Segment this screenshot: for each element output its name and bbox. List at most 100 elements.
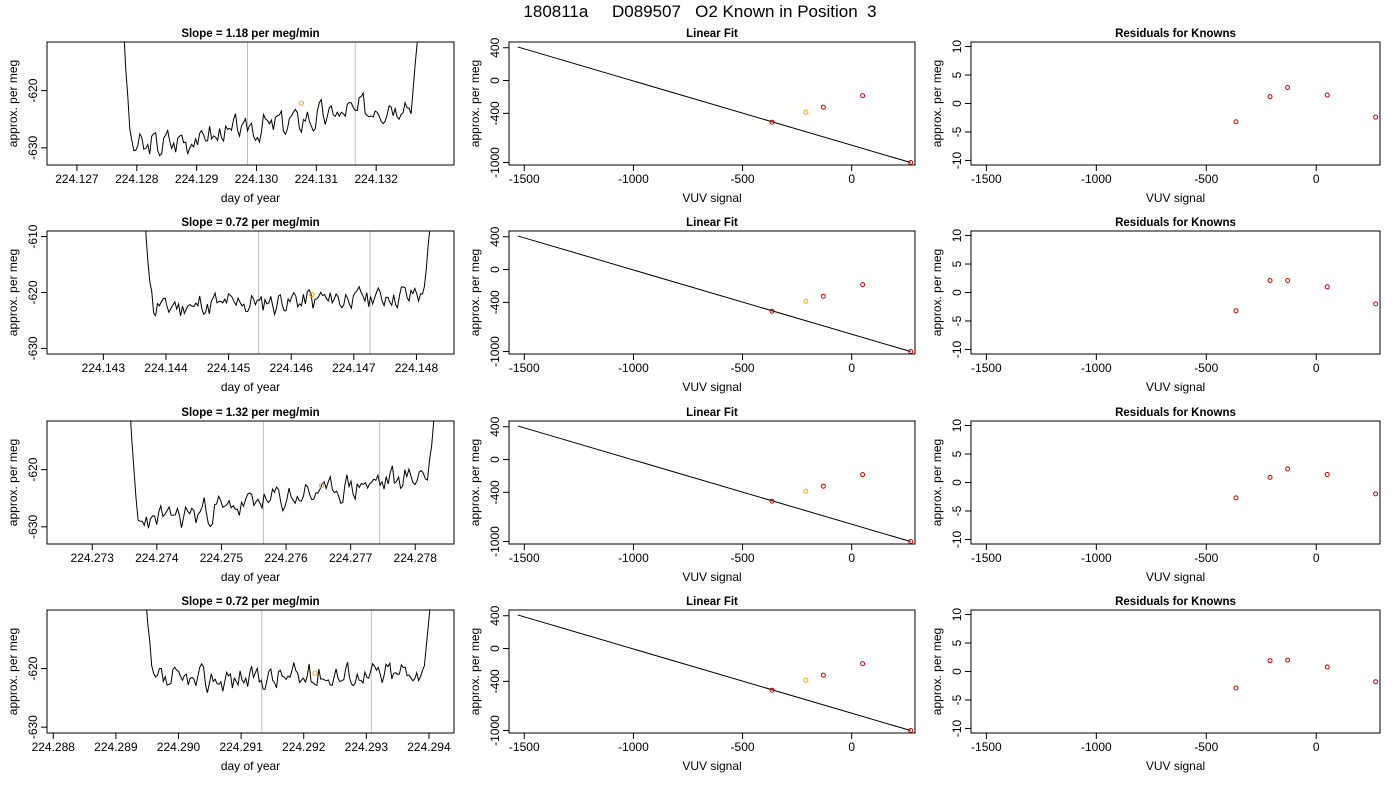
x-tick-label: 0 [1313,740,1320,754]
x-tick-label: 224.130 [235,172,279,186]
data-trace [145,231,431,317]
data-trace [130,421,435,529]
data-point [1233,495,1239,501]
x-tick-label: -500 [731,361,755,375]
y-tick-label: -5 [950,126,964,137]
panel-4-3: Residuals for Knowns -1500 -1000 -500 0 10 5 0 -… [930,596,1381,773]
data-point [1285,657,1291,663]
y-tick-label: 10 [950,40,964,54]
plot-frame [970,420,1381,545]
y-tick-label: -630 [26,715,40,739]
y-tick-label: 0 [950,479,964,486]
x-tick-label: 224.291 [219,740,263,754]
y-axis-label: approx. per meg [468,60,482,147]
fit-line [517,46,911,164]
y-axis-label: approx. per meg [468,628,482,715]
y-axis-label: approx. per meg [930,628,944,715]
x-tick-label: 224.143 [82,361,126,375]
plot-frame [970,609,1381,734]
data-point [1324,472,1330,478]
panel-title: Slope = 0.72 per meg/min [181,217,319,229]
x-tick-label: 0 [1313,172,1320,186]
highlight-point [309,292,315,298]
data-point [860,93,866,99]
highlight-point [803,488,809,494]
panel-1-1: Slope = 1.18 per meg/min 224.127 224.128 22… [6,28,455,205]
highlight-point [298,100,305,106]
x-tick-label: -1000 [618,172,649,186]
x-tick-label: -500 [1194,551,1218,565]
y-tick-label: 0 [950,100,964,107]
x-tick-label: 224.292 [282,740,326,754]
y-tick-label: -400 [488,480,502,504]
data-point [860,282,866,288]
data-point [1285,466,1291,472]
y-tick-label: -10 [950,340,964,358]
panel-title: Residuals for Knowns [1115,407,1236,419]
plot-frame [970,41,1381,166]
panel-title: Slope = 1.32 per meg/min [181,407,319,419]
y-tick-label: 0 [488,266,502,273]
x-axis-label: VUV signal [1146,759,1205,773]
data-point [820,483,826,489]
data-trace [123,42,418,157]
plot-area [1233,85,1379,125]
y-tick-label: -10 [950,151,964,169]
y-tick-label: 0 [950,668,964,675]
y-tick-label: -620 [26,457,40,481]
data-point [820,293,826,299]
panel-title: Residuals for Knowns [1115,596,1236,608]
panel-3-2: Linear Fit -1500 -1000 -500 0 400 0 -400 -1000 VU… [468,407,916,584]
plot-area [146,610,431,733]
x-tick-label: 224.131 [295,172,339,186]
y-axis-label: approx. per meg [6,249,20,336]
x-tick-label: 224.276 [264,551,308,565]
plot-area [123,42,418,165]
x-tick-label: 0 [848,361,855,375]
y-tick-label: -620 [26,78,40,102]
x-tick-label: 224.275 [200,551,244,565]
x-tick-label: -1500 [971,740,1002,754]
x-tick-label: 224.289 [94,740,138,754]
y-tick-label: -630 [26,136,40,160]
x-tick-label: 224.128 [115,172,159,186]
x-tick-label: 224.132 [354,172,398,186]
y-tick-label: -400 [488,290,502,314]
x-tick-label: 224.293 [345,740,389,754]
panel-title: Linear Fit [686,217,738,229]
fit-line [517,425,911,543]
x-tick-label: 0 [848,740,855,754]
figure-title: 180811a D089507 O2 Known in Position 3 [523,2,877,21]
data-point [769,498,775,504]
panel-title: Linear Fit [686,407,738,419]
x-tick-label: 0 [848,172,855,186]
data-point [820,672,826,678]
x-tick-label: 224.147 [332,361,376,375]
data-point [1373,491,1379,497]
panel-title: Linear Fit [686,28,738,40]
y-tick-label: -1000 [488,715,502,746]
highlight-point [803,677,809,683]
plot-frame [508,41,916,166]
x-axis-label: day of year [221,570,280,584]
plot-area [1233,466,1379,501]
data-point [860,472,866,478]
y-tick-label: -620 [26,280,40,304]
panel-3-1: Slope = 1.32 per meg/min 224.273 224.274 22… [6,407,455,584]
x-tick-label: -1000 [1081,551,1112,565]
x-tick-label: 224.273 [71,551,115,565]
x-axis-label: VUV signal [1146,570,1205,584]
data-point [1373,114,1379,120]
highlight-point [803,298,809,304]
x-tick-label: -1500 [971,551,1002,565]
y-axis-label: approx. per meg [468,249,482,336]
y-tick-label: -10 [950,530,964,548]
plot-frame [46,41,455,166]
x-tick-label: -1000 [618,551,649,565]
data-point [1233,685,1239,691]
plot-frame [508,609,916,734]
x-axis-label: day of year [221,191,280,205]
x-tick-label: 224.294 [407,740,451,754]
x-tick-label: 0 [1313,551,1320,565]
